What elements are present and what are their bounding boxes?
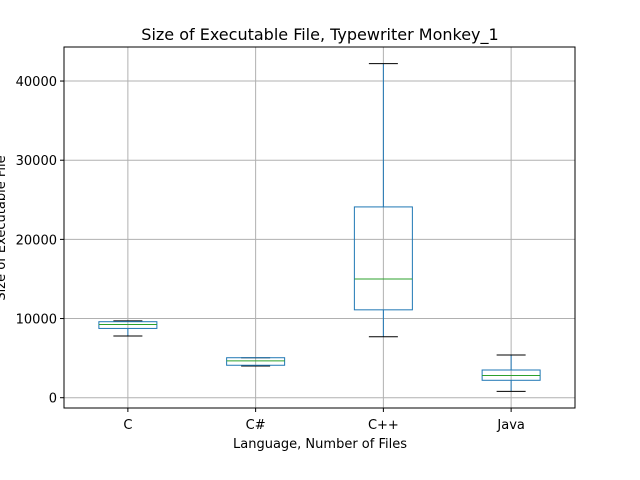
y-tick-label: 40000 xyxy=(16,75,57,90)
y-tick-label: 10000 xyxy=(16,313,57,328)
y-axis-label: Size of Executable File xyxy=(0,155,9,300)
ticks: 0 10000 20000 30000 40000 C C# C++ Java xyxy=(16,75,525,433)
box-iqr xyxy=(98,321,158,329)
boxes xyxy=(98,63,541,392)
box-iqr xyxy=(353,206,413,311)
plot-frame xyxy=(63,46,576,409)
chart-title: Size of Executable File, Typewriter Monk… xyxy=(141,25,498,45)
x-tick-label: C++ xyxy=(368,418,399,433)
x-axis-label: Language, Number of Files xyxy=(233,437,407,452)
box-iqr xyxy=(226,357,286,366)
y-tick-label: 30000 xyxy=(16,154,57,169)
x-tick-label: C xyxy=(123,418,132,433)
x-tick-label: Java xyxy=(496,418,524,433)
y-tick-label: 0 xyxy=(49,392,57,407)
y-tick-label: 20000 xyxy=(16,233,57,248)
x-tick-label: C# xyxy=(246,418,266,433)
